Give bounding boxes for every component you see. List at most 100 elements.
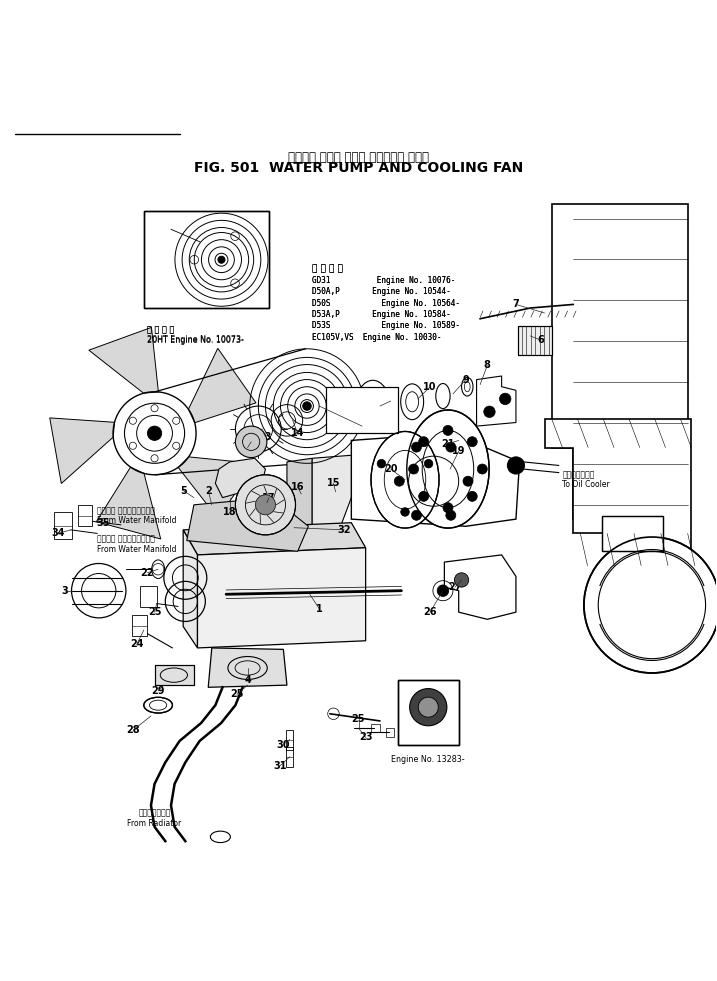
Text: 8: 8 (484, 360, 490, 370)
Text: 23: 23 (359, 733, 372, 743)
Text: 適 用 号 機: 適 用 号 機 (148, 325, 175, 334)
Bar (155, 665, 194, 685)
Bar (371, 724, 380, 733)
Text: From Water Manifold: From Water Manifold (98, 516, 177, 525)
Text: 4: 4 (244, 675, 251, 685)
Text: 5: 5 (180, 486, 186, 495)
Bar (326, 387, 398, 434)
Text: Engine No. 13283-: Engine No. 13283- (391, 755, 465, 764)
Text: 19: 19 (452, 446, 465, 456)
Text: D53S           Engine No. 10589-: D53S Engine No. 10589- (312, 322, 460, 331)
Text: 適 用 号 機: 適 用 号 機 (148, 325, 175, 334)
Circle shape (500, 393, 511, 404)
Bar (132, 615, 148, 637)
Text: FIG. 501  WATER PUMP AND COOLING FAN: FIG. 501 WATER PUMP AND COOLING FAN (194, 162, 523, 176)
Circle shape (437, 585, 449, 596)
Text: 24: 24 (130, 640, 143, 649)
Text: 適 用 号 機: 適 用 号 機 (414, 738, 442, 747)
Bar (54, 512, 72, 540)
Text: 28: 28 (126, 725, 140, 735)
Text: From Water Manifold: From Water Manifold (98, 544, 177, 553)
Text: 12: 12 (162, 225, 174, 234)
Bar (602, 516, 663, 551)
Text: 3: 3 (62, 586, 69, 595)
Text: 31: 31 (273, 761, 287, 771)
Circle shape (467, 491, 478, 501)
Circle shape (394, 476, 404, 487)
Text: 18: 18 (223, 507, 237, 517)
Polygon shape (551, 204, 688, 547)
Text: 22: 22 (141, 568, 154, 578)
Text: 適 用 号 機: 適 用 号 機 (312, 264, 343, 273)
Text: 12: 12 (356, 421, 369, 431)
Text: To Oil Cooler: To Oil Cooler (562, 481, 610, 490)
Polygon shape (287, 458, 312, 534)
Text: 10: 10 (423, 382, 437, 391)
Text: 25: 25 (148, 607, 161, 617)
Text: オイルクーラへ: オイルクーラへ (562, 470, 595, 480)
Circle shape (419, 491, 429, 501)
Text: 20: 20 (384, 464, 397, 474)
Polygon shape (96, 467, 161, 539)
Circle shape (235, 475, 295, 535)
Polygon shape (89, 328, 158, 393)
Circle shape (443, 426, 453, 436)
Ellipse shape (144, 697, 173, 713)
Text: GD31          Engine No. 10076-: GD31 Engine No. 10076- (312, 276, 455, 284)
Text: 15: 15 (327, 479, 340, 489)
Circle shape (235, 426, 267, 457)
Text: 25: 25 (230, 690, 244, 699)
Text: 34: 34 (51, 529, 65, 539)
Text: D50S           Engine No. 10564-: D50S Engine No. 10564- (312, 298, 460, 307)
Circle shape (377, 459, 386, 468)
Text: EC105V,VS  Engine No. 10030-: EC105V,VS Engine No. 10030- (312, 333, 442, 341)
Text: D50A,P       Engine No. 10544-: D50A,P Engine No. 10544- (312, 287, 451, 296)
Circle shape (218, 256, 225, 263)
Text: From Radiator: From Radiator (128, 819, 181, 828)
Text: 2: 2 (205, 486, 212, 495)
Circle shape (412, 442, 422, 452)
Text: D53A,P       Engine No. 10584-: D53A,P Engine No. 10584- (312, 310, 451, 319)
Circle shape (584, 537, 717, 673)
Text: 29: 29 (151, 686, 165, 696)
Circle shape (508, 457, 525, 474)
Circle shape (467, 437, 478, 446)
Text: 適 用 号 機: 適 用 号 機 (312, 264, 343, 273)
Circle shape (148, 426, 162, 440)
Polygon shape (544, 419, 691, 566)
Circle shape (424, 459, 433, 468)
Bar (326, 387, 398, 434)
Bar (155, 665, 194, 685)
Text: D53S           Engine No. 10589-: D53S Engine No. 10589- (312, 322, 460, 331)
Bar (286, 730, 293, 749)
Text: 30: 30 (277, 740, 290, 749)
Bar (144, 212, 269, 308)
Polygon shape (312, 455, 358, 530)
Text: ウォータ ポンプ および クーリング ファン: ウォータ ポンプ および クーリング ファン (288, 150, 429, 164)
Text: 1: 1 (315, 603, 323, 613)
Bar (398, 680, 459, 745)
Circle shape (255, 494, 275, 515)
Polygon shape (208, 647, 287, 688)
Polygon shape (49, 418, 115, 484)
Polygon shape (215, 458, 265, 497)
Circle shape (418, 697, 438, 717)
Text: 20HT Engine No. 10073-: 20HT Engine No. 10073- (148, 336, 244, 344)
Polygon shape (189, 348, 256, 423)
Text: 20HT Engine No. 10073-: 20HT Engine No. 10073- (148, 335, 244, 344)
Circle shape (484, 406, 495, 418)
Text: D50S           Engine No. 10564-: D50S Engine No. 10564- (312, 298, 460, 307)
Text: 27: 27 (448, 582, 462, 593)
Text: 21: 21 (441, 439, 455, 449)
Text: 33: 33 (241, 442, 255, 452)
Text: 32: 32 (338, 525, 351, 535)
Text: 17: 17 (262, 492, 276, 502)
Bar (78, 505, 92, 526)
Bar (518, 326, 552, 354)
Polygon shape (477, 376, 516, 426)
Text: 16: 16 (291, 482, 305, 491)
Text: GD31          Engine No. 10076-: GD31 Engine No. 10076- (312, 276, 455, 284)
Circle shape (409, 464, 419, 474)
Circle shape (409, 689, 447, 726)
Text: ラジエータから: ラジエータから (138, 808, 171, 818)
